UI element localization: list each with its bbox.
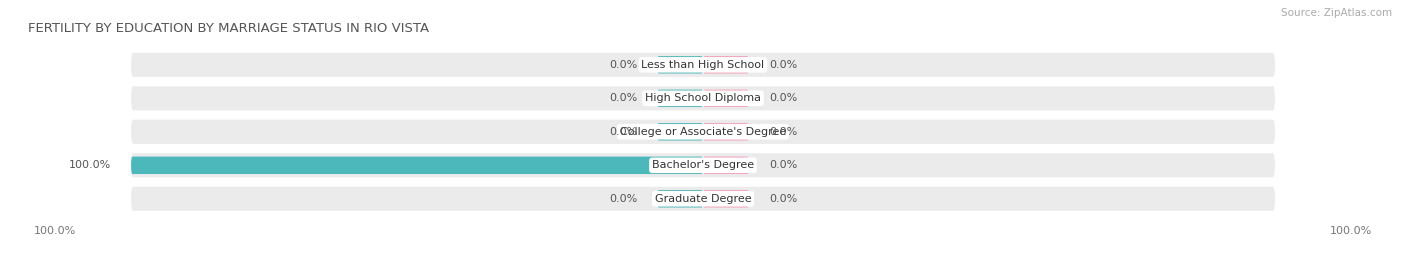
FancyBboxPatch shape (657, 56, 703, 73)
FancyBboxPatch shape (703, 90, 749, 107)
FancyBboxPatch shape (657, 90, 703, 107)
FancyBboxPatch shape (703, 123, 749, 140)
Text: Source: ZipAtlas.com: Source: ZipAtlas.com (1281, 8, 1392, 18)
Text: Bachelor's Degree: Bachelor's Degree (652, 160, 754, 170)
Text: Graduate Degree: Graduate Degree (655, 194, 751, 204)
FancyBboxPatch shape (131, 86, 1275, 110)
Text: 0.0%: 0.0% (769, 60, 797, 70)
Text: College or Associate's Degree: College or Associate's Degree (620, 127, 786, 137)
Text: FERTILITY BY EDUCATION BY MARRIAGE STATUS IN RIO VISTA: FERTILITY BY EDUCATION BY MARRIAGE STATU… (28, 22, 429, 35)
FancyBboxPatch shape (131, 53, 1275, 77)
FancyBboxPatch shape (131, 187, 1275, 211)
Text: 0.0%: 0.0% (609, 194, 637, 204)
Text: High School Diploma: High School Diploma (645, 93, 761, 103)
Text: 100.0%: 100.0% (1330, 226, 1372, 236)
Text: 0.0%: 0.0% (769, 127, 797, 137)
FancyBboxPatch shape (131, 120, 1275, 144)
Text: 0.0%: 0.0% (609, 93, 637, 103)
FancyBboxPatch shape (131, 153, 1275, 177)
Text: 0.0%: 0.0% (769, 194, 797, 204)
FancyBboxPatch shape (703, 157, 749, 174)
Text: 100.0%: 100.0% (34, 226, 76, 236)
Text: Less than High School: Less than High School (641, 60, 765, 70)
FancyBboxPatch shape (703, 190, 749, 207)
FancyBboxPatch shape (657, 190, 703, 207)
Text: 100.0%: 100.0% (69, 160, 111, 170)
Text: 0.0%: 0.0% (609, 127, 637, 137)
Text: 0.0%: 0.0% (609, 60, 637, 70)
FancyBboxPatch shape (703, 56, 749, 73)
Text: 0.0%: 0.0% (769, 93, 797, 103)
Text: 0.0%: 0.0% (769, 160, 797, 170)
FancyBboxPatch shape (131, 157, 703, 174)
FancyBboxPatch shape (657, 123, 703, 140)
